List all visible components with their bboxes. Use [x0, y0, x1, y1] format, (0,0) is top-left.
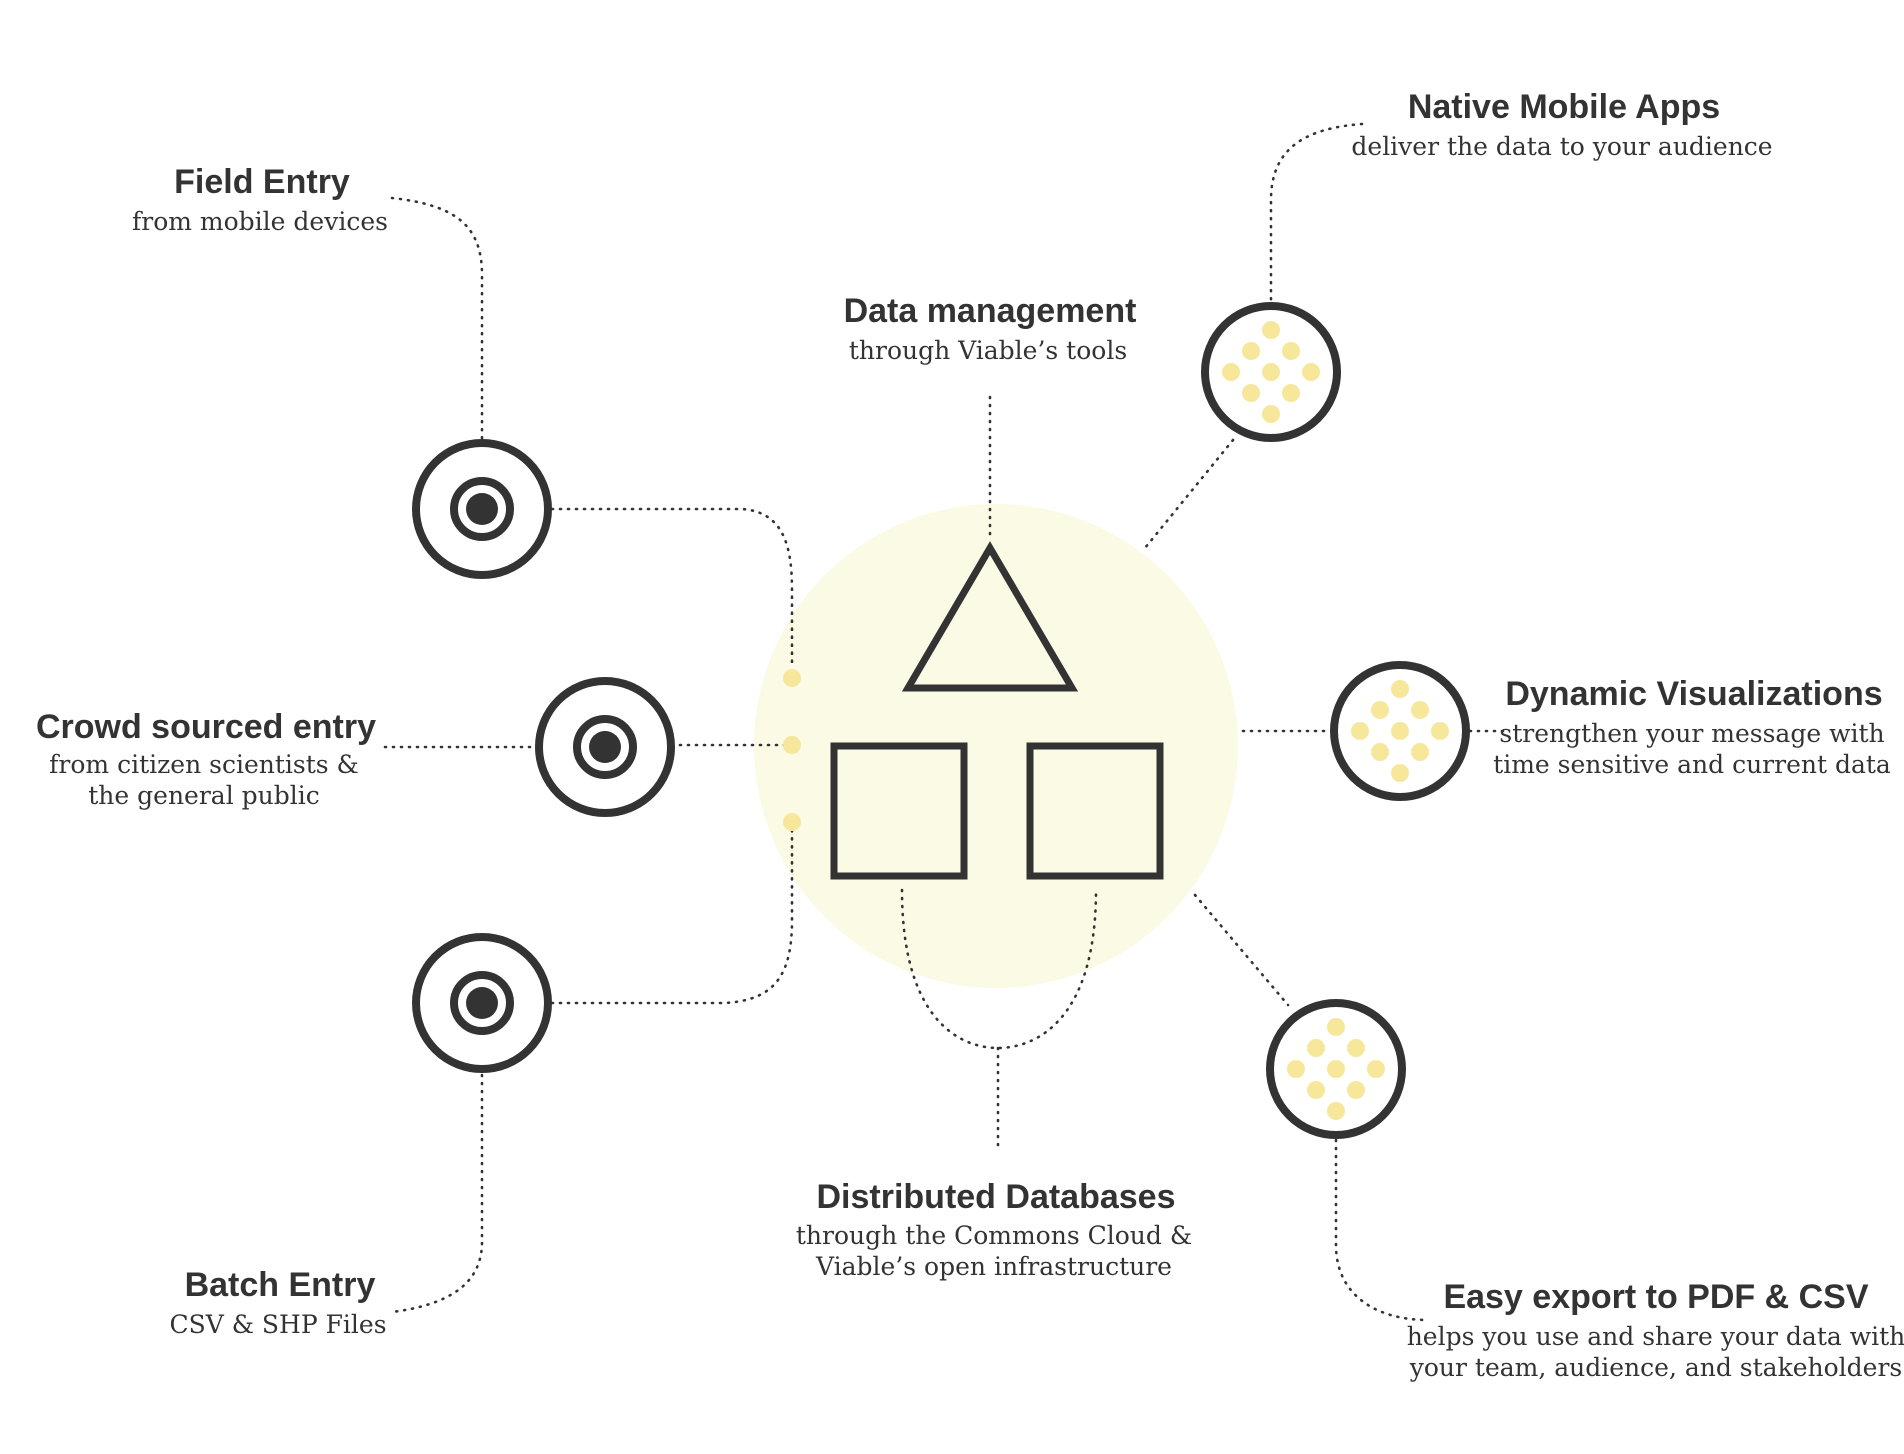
node-subtitle: Viable’s open infrastructure	[815, 1252, 1172, 1281]
node-title: Batch Entry	[185, 1266, 376, 1304]
grid-dot	[1351, 722, 1369, 740]
dot-grid-icon	[1330, 661, 1470, 801]
connector-batch-hub	[518, 828, 794, 1005]
node-subtitle: time sensitive and current data	[1493, 750, 1891, 779]
grid-dot	[1282, 342, 1300, 360]
target-icon	[412, 933, 552, 1073]
grid-dot	[1242, 384, 1260, 402]
grid-dot	[1367, 1060, 1385, 1078]
grid-dot	[1327, 1060, 1345, 1078]
grid-dot	[1347, 1039, 1365, 1057]
triangle-shape	[901, 541, 1079, 692]
triangle-and-squares-icon	[830, 541, 1164, 880]
connector-distributed-db	[900, 888, 1098, 1050]
junction-dot	[783, 736, 801, 754]
node-title: Distributed Databases	[817, 1178, 1176, 1216]
grid-dot	[1347, 1081, 1365, 1099]
node-subtitle: strengthen your message with	[1499, 719, 1884, 748]
node-subtitle: from mobile devices	[132, 207, 388, 236]
grid-dot	[1327, 1102, 1345, 1120]
junction-dot	[783, 813, 801, 831]
node-subtitle: deliver the data to your audience	[1351, 132, 1772, 161]
grid-dot	[1287, 1060, 1305, 1078]
grid-dot	[1282, 384, 1300, 402]
node-subtitle: CSV & SHP Files	[169, 1310, 386, 1339]
grid-dot	[1262, 405, 1280, 423]
dot-grid-icon	[1201, 302, 1341, 442]
label-native-apps: Native Mobile Apps deliver the data to y…	[1351, 88, 1772, 161]
database-square-right	[1026, 742, 1164, 880]
grid-dot	[1411, 743, 1429, 761]
dot-grid-icon	[1266, 999, 1406, 1139]
grid-dot	[1371, 743, 1389, 761]
grid-dot	[1327, 1018, 1345, 1036]
grid-dot	[1302, 363, 1320, 381]
grid-dot	[1391, 722, 1409, 740]
node-subtitle: helps you use and share your data with	[1407, 1322, 1904, 1351]
target-icon	[535, 677, 675, 817]
grid-dot	[1371, 701, 1389, 719]
node-title: Native Mobile Apps	[1408, 88, 1720, 126]
node-title: Data management	[844, 292, 1137, 330]
database-square-left	[830, 742, 968, 880]
grid-dot	[1391, 764, 1409, 782]
grid-dot	[1262, 363, 1280, 381]
grid-dot	[1411, 701, 1429, 719]
grid-dot	[1242, 342, 1260, 360]
node-subtitle: through Viable’s tools	[849, 336, 1127, 365]
connector-batch-label	[390, 1073, 484, 1314]
node-subtitle: your team, audience, and stakeholders	[1409, 1353, 1903, 1382]
node-subtitle: from citizen scientists &	[49, 750, 359, 779]
label-easy-export: Easy export to PDF & CSV helps you use a…	[1407, 1278, 1904, 1382]
connector-lines	[383, 122, 1512, 1322]
node-subtitle: through the Commons Cloud &	[796, 1221, 1192, 1250]
node-title: Dynamic Visualizations	[1505, 675, 1882, 713]
label-field-entry: Field Entry from mobile devices	[132, 163, 388, 236]
connector-field-entry-label	[390, 196, 484, 440]
hub-circle	[754, 504, 1238, 988]
connector-easy-export-hub	[1193, 893, 1290, 1007]
grid-dot	[1307, 1039, 1325, 1057]
node-title: Field Entry	[174, 163, 350, 201]
target-icon	[412, 439, 552, 579]
connector-native-apps-label	[1269, 122, 1364, 302]
grid-dot	[1222, 363, 1240, 381]
label-crowd-sourced: Crowd sourced entry from citizen scienti…	[36, 708, 376, 810]
grid-dot	[1307, 1081, 1325, 1099]
label-batch-entry: Batch Entry CSV & SHP Files	[169, 1266, 386, 1339]
grid-dot	[1391, 680, 1409, 698]
grid-dot	[1431, 722, 1449, 740]
connector-native-apps-hub	[1143, 438, 1235, 550]
connector-field-entry-hub	[518, 507, 794, 670]
node-subtitle: the general public	[88, 781, 319, 810]
label-dynamic-viz: Dynamic Visualizations strengthen your m…	[1493, 675, 1891, 779]
label-distributed-db: Distributed Databases through the Common…	[796, 1178, 1192, 1281]
junction-dot	[783, 669, 801, 687]
connector-easy-export-label	[1334, 1138, 1430, 1322]
label-data-management: Data management through Viable’s tools	[844, 292, 1137, 365]
node-title: Easy export to PDF & CSV	[1443, 1278, 1868, 1316]
grid-dot	[1262, 321, 1280, 339]
node-title: Crowd sourced entry	[36, 708, 376, 746]
